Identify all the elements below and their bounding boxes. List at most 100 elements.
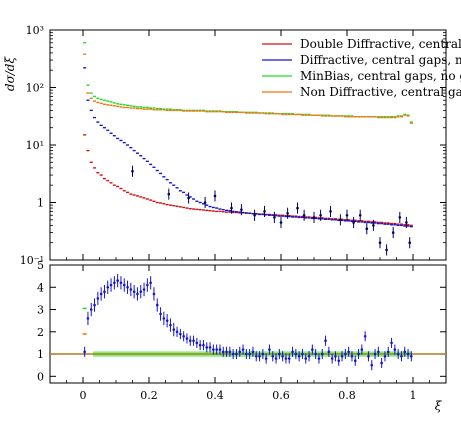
ratio-point — [89, 308, 93, 311]
ratio-point — [188, 339, 192, 342]
legend-label: Non Diffractive, central gaps, no gap cu… — [300, 85, 461, 99]
ratio-point — [129, 288, 133, 291]
ratio-point — [370, 363, 374, 367]
ratio-point — [231, 352, 235, 356]
data-point — [296, 206, 299, 210]
ratio-point — [142, 288, 146, 291]
ratio-point — [116, 279, 119, 282]
ratio-point — [274, 357, 278, 360]
ratio-point — [268, 348, 271, 351]
x-tick-label: 0.4 — [206, 389, 224, 402]
ratio-point — [353, 359, 357, 363]
ratio-point — [287, 357, 291, 360]
ratio-point — [149, 281, 152, 285]
data-point — [378, 241, 382, 244]
ratio-point — [241, 348, 245, 351]
main-panel: 10³ 10² 10¹ 1 10⁻¹ — [20, 24, 447, 267]
ratio-point — [182, 334, 185, 338]
data-point — [273, 216, 276, 219]
legend-label: Double Diffractive, central gaps, no gap… — [300, 37, 461, 51]
ratio-point — [221, 350, 225, 354]
ratio-point — [225, 350, 228, 354]
ratio-panel: 5 4 3 2 1 0 0 0.2 0.4 0.6 0.8 1 — [37, 259, 447, 402]
ratio-point — [327, 350, 331, 354]
ratio-point — [202, 343, 205, 347]
ratio-point — [146, 283, 149, 287]
y-tick-label-main: 10² — [26, 82, 44, 95]
ratio-point — [383, 354, 387, 358]
ratio-point — [165, 319, 169, 322]
legend-label: MinBias, central gaps, no gap cut — [300, 69, 461, 83]
legend-label: Diffractive, central gaps, no gap cut — [300, 53, 461, 67]
ratio-point — [347, 350, 350, 354]
ratio-point — [208, 346, 212, 349]
data-point — [240, 208, 243, 211]
ratio-point — [317, 357, 321, 360]
ratio-point — [400, 354, 403, 358]
ratio-point — [122, 283, 126, 287]
ratio-point — [248, 352, 251, 356]
ratio-point — [301, 352, 304, 356]
ratio-point — [291, 350, 294, 354]
ratio-point — [126, 285, 129, 289]
ratio-point — [132, 290, 136, 294]
ratio-point — [380, 361, 383, 365]
y-tick-label-ratio: 2 — [37, 326, 44, 339]
ratio-point — [179, 332, 182, 336]
y-tick-label-main: 1 — [37, 197, 44, 210]
ratio-point — [390, 341, 393, 345]
data-point — [279, 221, 283, 224]
legend: Double Diffractive, central gaps, no gap… — [262, 37, 461, 99]
data-point — [405, 221, 408, 224]
data-point — [385, 248, 388, 252]
ratio-point — [185, 337, 189, 340]
ratio-point — [314, 352, 317, 356]
ratio-point — [294, 352, 298, 356]
data-point — [408, 241, 412, 244]
ratio-point — [175, 330, 179, 334]
data-point — [345, 213, 349, 217]
x-tick-label: 0 — [80, 389, 87, 402]
ratio-point — [278, 352, 281, 356]
ratio-point — [195, 341, 199, 345]
ratio-point — [103, 290, 106, 294]
data-point — [253, 213, 256, 217]
ratio-point — [373, 352, 377, 356]
ratio-point — [109, 283, 113, 287]
y-tick-label-main: 10⁻¹ — [20, 254, 44, 267]
ratio-point — [83, 350, 86, 354]
data-point — [187, 196, 190, 200]
ratio-point — [192, 339, 195, 342]
ratio-point — [377, 350, 380, 354]
x-tick-label: 0.2 — [140, 389, 158, 402]
ratio-point — [245, 352, 248, 356]
data-point — [329, 210, 332, 213]
x-tick-label: 0.6 — [272, 389, 290, 402]
y-tick-label-ratio: 1 — [37, 348, 44, 361]
ratio-point — [261, 352, 265, 356]
ratio-point — [235, 352, 238, 356]
data-point — [203, 201, 207, 204]
ratio-point — [334, 354, 337, 358]
ratio-point — [386, 350, 390, 354]
data-point — [131, 169, 134, 173]
ratio-point — [159, 312, 162, 316]
ratio-point — [136, 292, 139, 296]
ratio-point — [360, 348, 364, 351]
ratio-point — [320, 352, 324, 356]
ratio-point — [367, 354, 370, 358]
data-point — [230, 206, 233, 210]
data-point — [358, 213, 362, 217]
data-point — [339, 218, 342, 222]
ratio-point — [403, 350, 407, 354]
ratio-point — [254, 354, 258, 358]
ratio-point — [198, 343, 202, 347]
data-point — [167, 192, 171, 196]
ratio-point — [271, 354, 275, 358]
ratio-point — [281, 354, 284, 358]
ratio-point — [215, 348, 218, 351]
ratio-point — [99, 292, 103, 296]
ratio-point — [410, 354, 413, 358]
ratio-point — [86, 317, 90, 320]
